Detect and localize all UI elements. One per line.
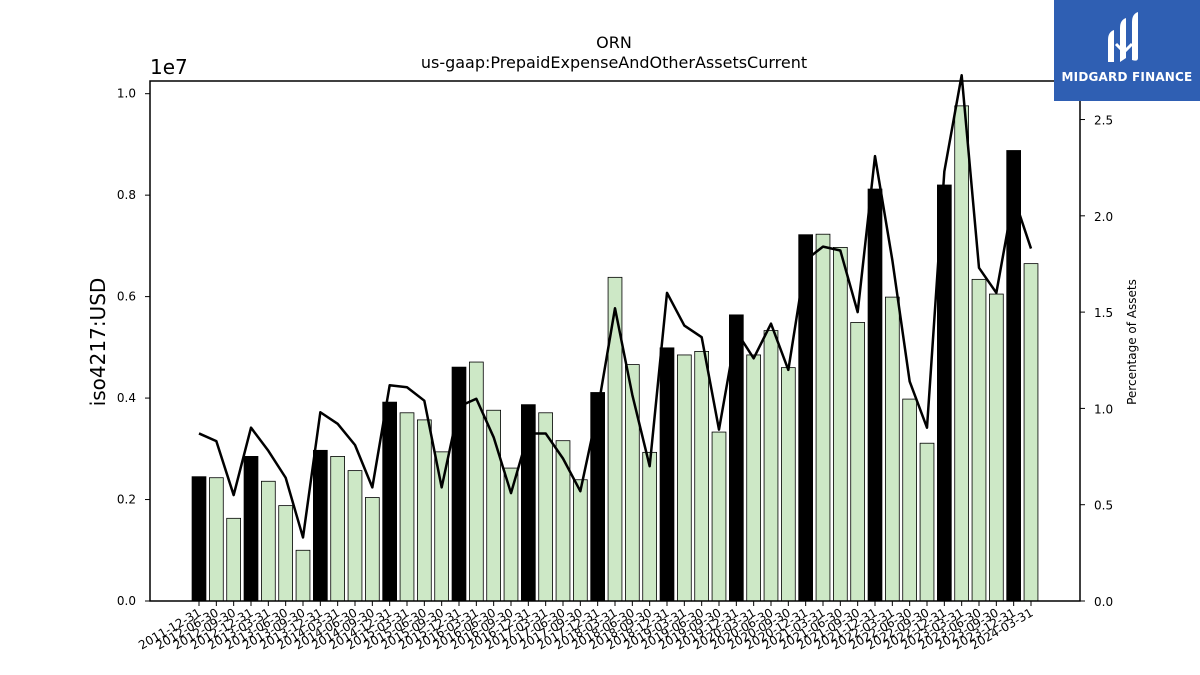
bar-quarterly (278, 505, 294, 602)
y-tick-label: 0.6 (117, 290, 136, 304)
y-axis-ticks: 0.0 0.2 0.4 0.6 0.8 1.0 (117, 87, 150, 608)
bar-quarterly (954, 105, 969, 602)
y-offset-label: 1e7 (150, 55, 188, 79)
bar-quarterly (971, 278, 987, 602)
bar-quarterly (763, 330, 779, 602)
brand-name: MIDGARD FINANCE (1061, 70, 1193, 84)
bar-quarterly (399, 412, 415, 602)
bar-quarterly (208, 477, 224, 602)
bar-quarterly (885, 296, 900, 602)
y2-axis-label: Percentage of Assets (1125, 279, 1139, 405)
y2-tick-label: 1.0 (1094, 402, 1113, 416)
y2-tick-label: 2.5 (1094, 114, 1113, 128)
bar-quarterly (347, 470, 363, 602)
bar-annual (243, 456, 259, 602)
bar-quarterly (260, 480, 276, 602)
y2-axis-ticks: 0.0 0.5 1.0 1.5 2.0 2.5 (1080, 114, 1113, 609)
y-tick-label: 0.0 (117, 594, 136, 608)
bar-quarterly (330, 456, 346, 602)
bar-quarterly (815, 233, 831, 602)
brand-logo: MIDGARD FINANCE (1054, 0, 1200, 101)
bar-series (191, 105, 1039, 602)
bar-annual (867, 188, 883, 602)
bar-quarterly (364, 497, 380, 602)
chart-title: ORN (596, 33, 632, 52)
bar-annual (659, 347, 675, 602)
y2-tick-label: 1.5 (1094, 306, 1113, 320)
percentage-line-series (198, 73, 1033, 539)
bar-annual (382, 401, 398, 602)
bar-quarterly (642, 451, 657, 602)
bar-annual (191, 476, 207, 602)
bar-annual (590, 392, 605, 602)
y-tick-label: 0.4 (117, 391, 136, 405)
bar-quarterly (989, 293, 1004, 602)
bar-quarterly (694, 350, 709, 602)
bar-quarterly (746, 354, 761, 602)
bar-quarterly (850, 322, 865, 602)
bar-quarterly (573, 479, 588, 602)
x-axis-ticks: 2011-12-312012-06-302012-09-302012-12-31… (136, 601, 1036, 652)
bar-quarterly (607, 276, 623, 602)
y2-tick-label: 0.0 (1094, 595, 1113, 609)
bar-quarterly (295, 549, 311, 602)
bar-quarterly (555, 440, 571, 602)
bar-quarterly (919, 442, 935, 602)
y-tick-label: 0.8 (117, 188, 136, 202)
y2-tick-label: 0.5 (1094, 499, 1113, 513)
midgard-m-logo-icon (1108, 12, 1138, 62)
bar-quarterly (902, 398, 917, 602)
bar-quarterly (781, 367, 796, 602)
bar-annual (451, 366, 467, 602)
bar-quarterly (503, 467, 519, 602)
bar-quarterly (711, 431, 727, 602)
bar-quarterly (833, 246, 848, 602)
y-tick-label: 0.2 (117, 493, 136, 507)
bar-quarterly (677, 354, 692, 602)
bar-quarterly (226, 517, 241, 602)
y2-tick-label: 2.0 (1094, 210, 1113, 224)
bar-annual (312, 449, 328, 602)
bar-quarterly (434, 451, 450, 602)
bar-quarterly (416, 419, 432, 602)
y-tick-label: 1.0 (117, 87, 136, 101)
bar-quarterly (1023, 263, 1039, 602)
percentage-line (198, 73, 1033, 539)
chart-subtitle: us-gaap:PrepaidExpenseAndOtherAssetsCurr… (421, 53, 807, 72)
y-axis-label: iso4217:USD (86, 278, 110, 407)
